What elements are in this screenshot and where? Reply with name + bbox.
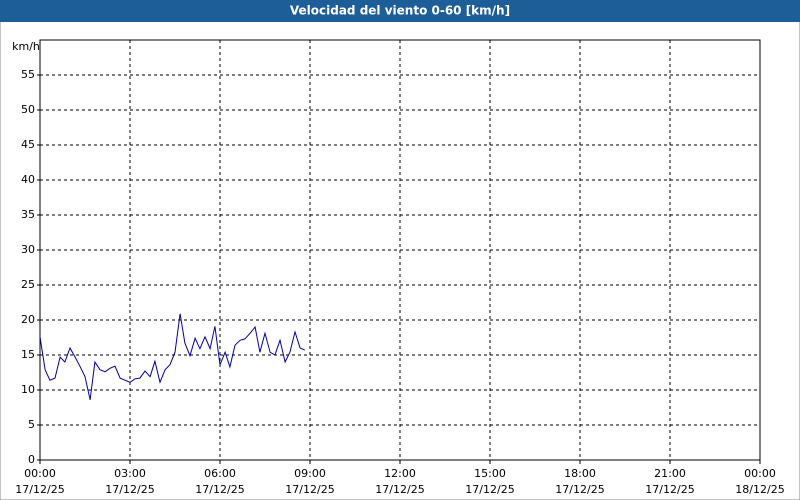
title-bar <box>0 0 800 22</box>
x-tick-label: 18:00 <box>564 467 596 480</box>
x-tick-date: 17/12/25 <box>15 483 64 496</box>
x-tick-date: 17/12/25 <box>105 483 154 496</box>
x-tick-label: 09:00 <box>294 467 326 480</box>
y-tick-label: 10 <box>21 383 35 396</box>
x-tick-date: 17/12/25 <box>285 483 334 496</box>
x-tick-label: 21:00 <box>654 467 686 480</box>
chart-title: Velocidad del viento 0-60 [km/h] <box>290 4 510 18</box>
data-line <box>39 313 306 400</box>
x-tick-label: 06:00 <box>204 467 236 480</box>
x-tick-label: 12:00 <box>384 467 416 480</box>
x-tick-label: 00:00 <box>744 467 776 480</box>
y-tick-label: 40 <box>21 173 35 186</box>
x-tick-date: 18/12/25 <box>735 483 784 496</box>
x-tick-label: 15:00 <box>474 467 506 480</box>
y-tick-label: 55 <box>21 68 35 81</box>
x-tick-date: 17/12/25 <box>195 483 244 496</box>
y-tick-label: 30 <box>21 243 35 256</box>
x-tick-label: 00:00 <box>24 467 56 480</box>
y-tick-label: 5 <box>28 418 35 431</box>
y-axis-label: km/h <box>12 40 40 53</box>
plot-border <box>39 39 761 461</box>
y-tick-label: 0 <box>28 453 35 466</box>
x-tick-date: 17/12/25 <box>465 483 514 496</box>
y-tick-label: 35 <box>21 208 35 221</box>
y-tick-label: 25 <box>21 278 35 291</box>
x-tick-date: 17/12/25 <box>555 483 604 496</box>
y-tick-label: 45 <box>21 138 35 151</box>
x-tick-label: 03:00 <box>114 467 146 480</box>
x-tick-date: 17/12/25 <box>375 483 424 496</box>
y-tick-label: 15 <box>21 348 35 361</box>
y-tick-label: 50 <box>21 103 35 116</box>
x-tick-date: 17/12/25 <box>645 483 694 496</box>
y-tick-label: 20 <box>21 313 35 326</box>
